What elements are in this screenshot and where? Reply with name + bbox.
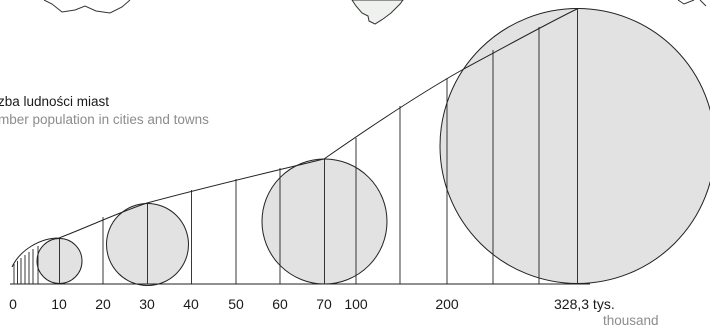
tick-20: 20 xyxy=(95,296,111,312)
map-coastline-left xyxy=(43,0,131,14)
map-edge-topright xyxy=(677,0,707,7)
tick-30: 30 xyxy=(139,296,155,312)
scale-vlines xyxy=(13,9,578,284)
tick-0: 0 xyxy=(9,296,17,312)
unit-label-english: thousand xyxy=(603,313,659,328)
circle-328 xyxy=(439,8,710,284)
tick-200: 200 xyxy=(435,296,459,312)
tick-70: 70 xyxy=(316,296,332,312)
scale-curve xyxy=(11,8,578,268)
legend-title-english: mber population in cities and towns xyxy=(0,112,209,127)
tick-328: 328,3 tys. xyxy=(554,296,615,312)
tick-10: 10 xyxy=(51,296,67,312)
tick-40: 40 xyxy=(183,296,199,312)
tick-100: 100 xyxy=(344,296,368,312)
tick-50: 50 xyxy=(228,296,244,312)
tick-60: 60 xyxy=(272,296,288,312)
map-landmass-right xyxy=(351,0,404,25)
legend-title-polish: zba ludności miast xyxy=(0,94,110,109)
